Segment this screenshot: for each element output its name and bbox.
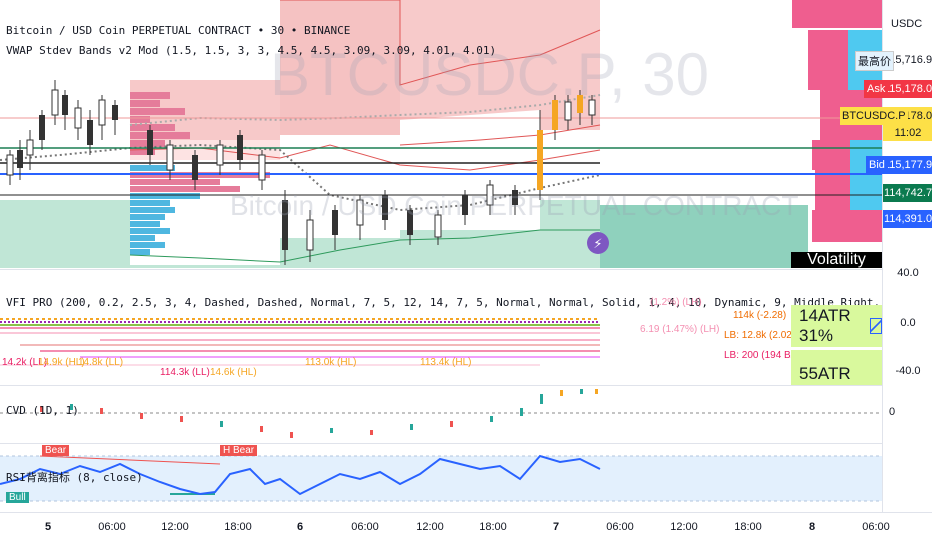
bear-label: Bear [42, 445, 70, 456]
bid-label: Bid [866, 156, 888, 174]
level1-price-tag: 114,742.7 [883, 184, 932, 202]
watermark-symbol: BTCUSDC.P, 30 [270, 41, 709, 108]
svg-text:⚡: ⚡ [593, 237, 602, 252]
vfi-label-1134k: 113.4k (HL) [420, 357, 472, 368]
time-tick: 06:00 [862, 521, 890, 533]
vfi-axis-bot: -40.0 [895, 365, 921, 377]
indicator-vwap-legend[interactable]: VWAP Stdev Bands v2 Mod (1.5, 1.5, 3, 3,… [6, 44, 497, 57]
time-tick: 8 [808, 521, 816, 533]
ask-price-tag: 115,178.0 [883, 80, 932, 98]
time-tick: 06:00 [98, 521, 126, 533]
vfi-legend[interactable]: VFI PRO (200, 0.2, 2.5, 3, 4, Dashed, Da… [6, 296, 882, 309]
vfi-label-1143k: 114.3k (LL) [160, 367, 210, 378]
rsi-pane[interactable]: RSI背离指标 (8, close) Bear H Bear Bull [0, 443, 882, 513]
vfi-pane[interactable]: VFI PRO (200, 0.2, 2.5, 3, 4, Dashed, Da… [0, 269, 882, 385]
vfi-axis-mid: 0.0 [900, 317, 916, 329]
vfi-label-149k: 14.9k (HL) [38, 357, 85, 368]
candles [6, 80, 596, 265]
currency-label: USDC [891, 18, 923, 30]
time-tick: 06:00 [351, 521, 379, 533]
time-tick: 7 [552, 521, 560, 533]
vfi-axis-top: 40.0 [897, 267, 919, 279]
time-tick: 12:00 [161, 521, 189, 533]
time-tick: 18:00 [479, 521, 507, 533]
vfi-label-114k: 114k (-2.28) [733, 310, 787, 321]
rsi-legend[interactable]: RSI背离指标 (8, close) [6, 471, 143, 484]
cvd-bars [40, 389, 598, 438]
countdown-tag: 11:02 [883, 125, 932, 141]
level2-price-tag: 114,391.0 [883, 210, 932, 228]
vfi-label-1130k: 113.0k (HL) [305, 357, 357, 368]
time-tick: 12:00 [670, 521, 698, 533]
time-tick: 12:00 [416, 521, 444, 533]
vfi-label-148k: 14.8k (LL) [78, 357, 124, 368]
symbol-label: BTCUSDC.P [840, 107, 908, 125]
atr14-value: 14ATR 31% [799, 306, 851, 345]
rsi-canvas[interactable] [0, 444, 882, 513]
cvd-pane[interactable]: CVD (1D, 1) [0, 385, 882, 443]
time-tick: 18:00 [734, 521, 762, 533]
price-axis[interactable]: USDC 115,716.9 115,178.0 115,178.0 11:02… [882, 0, 932, 550]
vfi-canvas[interactable] [0, 270, 882, 385]
vfi-label-lh1: 6.19 (1.47%) (LH) [640, 324, 720, 335]
atr14-box: 14ATR 31% [791, 305, 882, 347]
rsi-line [0, 454, 601, 496]
vfi-label-142k: 14.2k (LL) [2, 357, 48, 368]
watermark-name: Bitcoin / USD Coin PERPETUAL CONTRACT [230, 190, 798, 221]
vfi-label-lh0: (1.2%) (LH) [650, 297, 702, 308]
volatility-title: Volatility [791, 251, 882, 268]
symbol-title[interactable]: Bitcoin / USD Coin PERPETUAL CONTRACT • … [6, 24, 351, 37]
vfi-label-146k: 14.6k (HL) [210, 367, 257, 378]
time-tick: 6 [296, 521, 304, 533]
time-tick: 18:00 [224, 521, 252, 533]
atr55-value: 55ATR 32% [799, 364, 851, 385]
atr55-box: 55ATR 32% [791, 350, 882, 385]
vfi-label-lb200: LB: 200 (194 BA) [724, 350, 801, 361]
time-axis[interactable]: 5 06:00 12:00 18:00 6 06:00 12:00 18:00 … [0, 512, 932, 551]
cvd-axis-zero: 0 [889, 406, 896, 418]
bull-label: Bull [6, 492, 29, 503]
h-bear-label: H Bear [220, 445, 258, 456]
time-tick: 06:00 [606, 521, 634, 533]
bid-price-tag: 115,177.9 [883, 156, 932, 174]
high-price-label: 最高价 [855, 51, 894, 71]
time-tick: 5 [44, 521, 52, 533]
trend-down-icon [869, 318, 882, 334]
cvd-canvas[interactable] [0, 386, 882, 443]
main-chart-pane[interactable]: ⚡ BTCUSDC.P, 30 Bitcoin / USD Coin PERPE… [0, 0, 882, 268]
vfi-label-lb12: LB: 12.8k (2.02) [724, 330, 796, 341]
price-chart-canvas[interactable]: ⚡ BTCUSDC.P, 30 Bitcoin / USD Coin PERPE… [0, 0, 882, 268]
high-price-tag: 115,716.9 [883, 54, 932, 66]
ask-label: Ask [864, 80, 889, 98]
cvd-legend[interactable]: CVD (1D, 1) [6, 404, 79, 417]
